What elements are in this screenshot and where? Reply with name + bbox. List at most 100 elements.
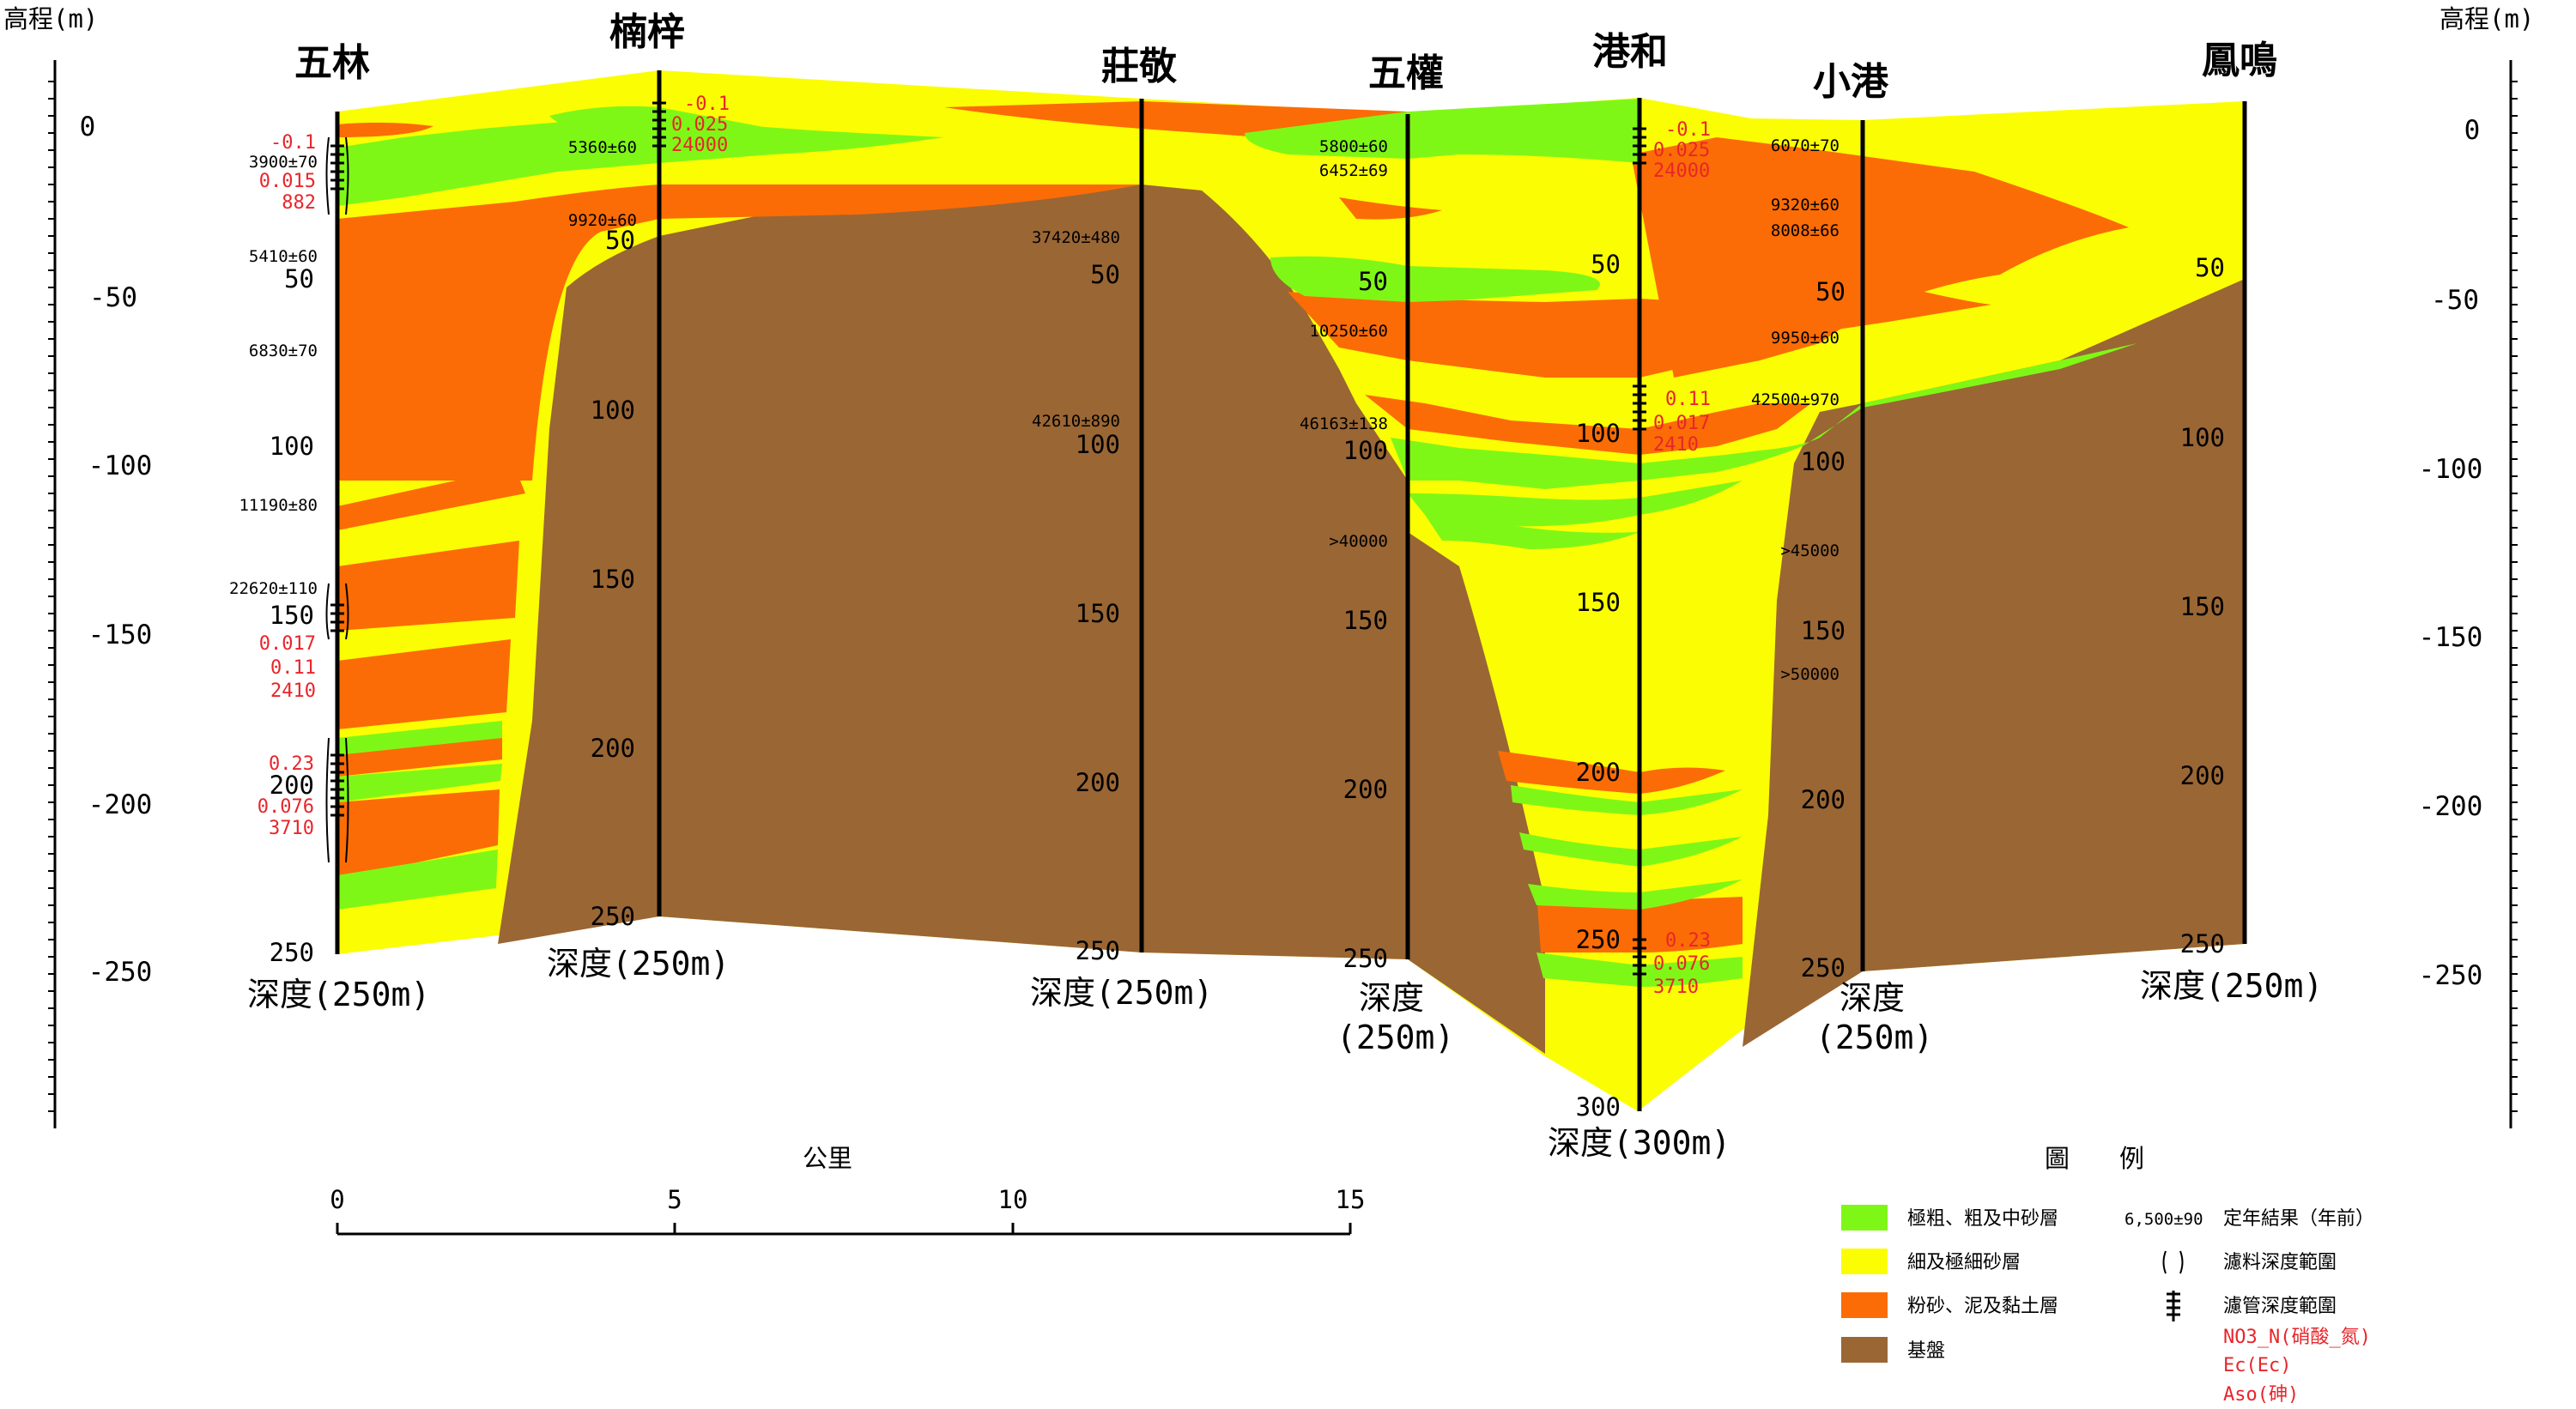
legend-title: 圖 例 (2045, 1144, 2144, 1173)
left-elevation-title: 高程(m) (3, 4, 98, 33)
ganghe-chem-a3: 24000 (1653, 160, 1710, 182)
basement-mountain (498, 184, 1545, 1054)
scale-bar-unit: 公里 (803, 1144, 852, 1173)
nanzi-depth-100: 100 (591, 396, 635, 425)
right-elev-150: -150 (2419, 622, 2483, 653)
wulin-age-2: 5410±60 (249, 247, 318, 266)
zhuangjing-depth-150: 150 (1076, 599, 1120, 628)
depth-ticks: 50 100 150 200 250 50 100 150 200 250 50… (270, 226, 2225, 1122)
screen-intervals (330, 101, 1646, 976)
legend-label-fine-sand: 細及極細砂層 (1907, 1252, 2021, 1273)
xiaogang-age-2: 9320±60 (1771, 196, 1840, 215)
zhuangjing-depth-50: 50 (1090, 260, 1120, 289)
wulin-depth-200: 200 (270, 771, 314, 800)
nanzi-depth-150: 150 (591, 565, 635, 594)
legend-label-silt-clay: 粉砂、泥及黏土層 (1907, 1296, 2058, 1317)
basement-right (1743, 279, 2245, 1047)
left-elev-250: -250 (88, 957, 153, 988)
xiaogang-depth-label-1: 深度 (1840, 979, 1905, 1017)
zhuangjing-depth-label: 深度(250m) (1030, 974, 1213, 1012)
ganghe-chem-a2: 0.025 (1653, 140, 1710, 161)
screen-symbol-icon (2167, 1291, 2180, 1321)
ganghe-depth-50: 50 (1591, 250, 1621, 279)
well-title-fengming: 鳳鳴 (2202, 39, 2277, 82)
chemistry-labels: -0.1 0.015 882 0.017 0.11 2410 0.23 0.07… (258, 94, 1711, 998)
wulin-depth-100: 100 (270, 432, 314, 461)
scale-tick-15: 15 (1336, 1185, 1366, 1214)
legend-swatch-basement (1841, 1337, 1888, 1363)
legend-red-ec: Ec(Ec) (2223, 1355, 2291, 1376)
boreholes (325, 70, 2247, 1111)
wulin-chem-a3: 882 (282, 192, 316, 214)
legend-swatch-coarse-sand (1841, 1205, 1888, 1231)
right-elevation-axis: 高程(m) 0 -50 -100 -150 -200 -250 (2419, 4, 2534, 1128)
left-elev-0: 0 (80, 112, 96, 142)
ganghe-chem-c3: 3710 (1653, 977, 1699, 998)
ganghe-depth-label: 深度(300m) (1548, 1124, 1730, 1162)
right-elev-100: -100 (2419, 454, 2483, 485)
ganghe-depth-100: 100 (1576, 419, 1621, 448)
right-elev-50: -50 (2431, 285, 2479, 316)
well-title-wulin: 五林 (294, 41, 370, 85)
wulin-chem-a2: 0.015 (259, 171, 316, 192)
nanzi-age-1: 5360±60 (568, 138, 637, 157)
legend-symbol-gravel-label: 濾料深度範圍 (2223, 1252, 2337, 1273)
scale-tick-5: 5 (667, 1185, 682, 1214)
well-titles: 五林 楠梓 莊敬 五權 港和 小港 鳳鳴 (294, 10, 2277, 104)
zhuangjing-age-2: 42610±890 (1032, 412, 1120, 431)
wulin-depth-label: 深度(250m) (247, 976, 430, 1013)
fengming-depth-100: 100 (2180, 423, 2225, 452)
legend-swatch-silt-clay (1841, 1292, 1888, 1318)
legend-symbol-screen-label: 濾管深度範圍 (2223, 1296, 2337, 1317)
legend-red-arsenic: Aso(砷) (2223, 1384, 2299, 1406)
well-title-wuquan: 五權 (1368, 51, 1444, 95)
zhuangjing-depth-200: 200 (1076, 768, 1120, 797)
scale-tick-0: 0 (330, 1185, 344, 1214)
wulin-age-5: 22620±110 (229, 579, 318, 598)
nanzi-chem-3: 24000 (671, 135, 728, 156)
right-elev-0: 0 (2464, 115, 2481, 146)
zhuangjing-depth-250: 250 (1076, 936, 1120, 965)
ganghe-chem-c1: 0.23 (1665, 930, 1711, 952)
ganghe-chem-c2: 0.076 (1653, 953, 1710, 975)
wulin-chem-b2: 0.11 (270, 657, 316, 679)
ganghe-depth-300: 300 (1576, 1092, 1621, 1122)
wuquan-age-3: 10250±60 (1309, 322, 1388, 341)
wuquan-age-1: 5800±60 (1319, 137, 1388, 156)
depth-labels: 深度(250m) 深度(250m) 深度(250m) 深度 (250m) 深度(… (247, 945, 2323, 1162)
xiaogang-age-4: 9950±60 (1771, 329, 1840, 348)
right-elev-250: -250 (2419, 960, 2483, 991)
wulin-chem-c1: 0.23 (269, 753, 314, 775)
xiaogang-depth-200: 200 (1801, 785, 1846, 814)
legend-symbol-dating-label: 定年結果（年前） (2223, 1208, 2374, 1230)
well-title-ganghe: 港和 (1592, 30, 1668, 74)
xiaogang-age-7: >50000 (1780, 665, 1840, 684)
ganghe-chem-b2: 0.017 (1653, 413, 1710, 434)
wulin-age-1: 3900±70 (249, 153, 318, 172)
nanzi-depth-250: 250 (591, 902, 635, 931)
wulin-depth-150: 150 (270, 601, 314, 630)
gravel-pack-symbol-icon (2162, 1250, 2184, 1274)
legend: 圖 例 極粗、粗及中砂層 細及極細砂層 粉砂、泥及黏土層 基盤 6,500±90… (1841, 1144, 2374, 1406)
well-title-zhuangjing: 莊敬 (1101, 45, 1178, 88)
wulin-chem-a1: -0.1 (270, 132, 316, 154)
ganghe-depth-250: 250 (1576, 925, 1621, 954)
right-elev-200: -200 (2419, 791, 2483, 822)
xiaogang-depth-250: 250 (1801, 953, 1846, 983)
wuquan-depth-250: 250 (1343, 944, 1388, 973)
ganghe-depth-150: 150 (1576, 588, 1621, 617)
nanzi-depth-label: 深度(250m) (547, 945, 730, 983)
wuquan-depth-label-2: (250m) (1336, 1019, 1454, 1056)
left-elev-150: -150 (88, 620, 153, 650)
ganghe-depth-200: 200 (1576, 758, 1621, 787)
xiaogang-depth-50: 50 (1815, 277, 1846, 306)
wulin-depth-250: 250 (270, 938, 314, 967)
wulin-chem-c2: 0.076 (258, 796, 314, 818)
wulin-depth-50: 50 (284, 264, 314, 293)
nanzi-chem-2: 0.025 (671, 114, 728, 136)
wulin-chem-b3: 2410 (270, 680, 316, 702)
wuquan-depth-label-1: 深度 (1359, 979, 1424, 1017)
left-elev-50: -50 (89, 282, 137, 313)
scale-tick-10: 10 (998, 1185, 1028, 1214)
